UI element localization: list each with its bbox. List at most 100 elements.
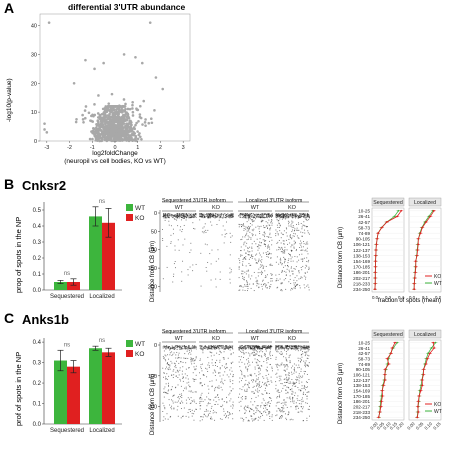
- strip-point: [263, 227, 265, 229]
- strip-point: [227, 214, 229, 216]
- strip-point: [297, 214, 299, 216]
- strip-point: [267, 236, 269, 238]
- strip-point: [172, 233, 174, 235]
- strip-point: [256, 215, 258, 217]
- strip-point: [242, 224, 244, 226]
- strip-point: [243, 229, 245, 231]
- strip-point: [285, 271, 287, 273]
- strip-point: [208, 217, 210, 219]
- strip-point: [177, 213, 179, 215]
- strip-ytick-label: 100: [148, 248, 157, 254]
- strip-point: [268, 287, 270, 289]
- strip-point: [276, 278, 278, 280]
- strip-point: [201, 216, 203, 218]
- volcano-point: [117, 129, 120, 132]
- strip-point: [179, 229, 181, 231]
- strip-point: [270, 222, 272, 224]
- strip-point: [303, 241, 305, 243]
- volcano-point: [95, 127, 99, 131]
- strip-point: [258, 259, 260, 261]
- strip-point: [242, 236, 244, 238]
- profile-xtick-label: 0.10: [423, 421, 433, 431]
- strip-point: [229, 232, 231, 234]
- strip-point: [297, 237, 299, 239]
- strip-point: [199, 215, 201, 217]
- volcano-point: [96, 112, 100, 115]
- strip-point: [255, 215, 257, 217]
- strip-point: [271, 219, 273, 221]
- strip-point: [270, 220, 272, 222]
- strip-point: [260, 221, 262, 223]
- strip-point: [194, 214, 196, 216]
- strip-point: [294, 242, 296, 244]
- volcano-point: [101, 119, 105, 122]
- strip-point: [241, 263, 243, 265]
- strip-point: [256, 238, 258, 240]
- strip-point: [245, 273, 247, 275]
- volcano-point: [128, 107, 132, 111]
- legend-wt-label: WT: [135, 205, 145, 212]
- strip-point: [264, 244, 266, 246]
- strip-point: [240, 239, 242, 241]
- strip-point: [238, 258, 240, 260]
- strip-point: [248, 213, 250, 215]
- strip-point: [203, 230, 205, 232]
- profile-xtick-label: 0.05: [415, 421, 425, 431]
- strip-point: [173, 273, 175, 275]
- strip-point: [284, 258, 286, 260]
- strip-point: [256, 282, 258, 284]
- strip-point: [269, 253, 271, 255]
- profile-bin-label: 138-153: [353, 383, 370, 388]
- strip-point: [245, 256, 247, 258]
- strip-point: [245, 228, 247, 230]
- volcano-point: [111, 108, 115, 112]
- strip-point: [265, 286, 267, 288]
- strip-point: [239, 216, 241, 218]
- strip-point: [245, 214, 247, 216]
- strip-point: [256, 246, 258, 248]
- strip-point: [176, 213, 178, 215]
- strip-point: [250, 287, 252, 289]
- strip-point: [222, 215, 224, 217]
- strip-point: [250, 254, 252, 256]
- strip-point: [229, 216, 231, 218]
- volcano-point: [131, 103, 134, 107]
- profile-legend-ko: KO: [434, 402, 441, 408]
- volcano-point: [99, 125, 102, 129]
- bar-ytick-label: 0.1: [33, 272, 42, 278]
- strip-point: [247, 250, 249, 252]
- strip-point: [181, 216, 183, 218]
- strip-point: [232, 213, 234, 215]
- strip-point: [260, 264, 262, 266]
- strip-point: [249, 264, 251, 266]
- volcano-point: [45, 131, 49, 134]
- strip-point: [174, 215, 176, 217]
- strip-point: [271, 224, 273, 226]
- strip-point: [168, 216, 170, 218]
- legend-wt-swatch: [126, 204, 133, 211]
- strip-point: [280, 214, 282, 216]
- volcano-xtick-label: 2: [159, 145, 162, 151]
- strip-point: [241, 270, 243, 272]
- strip-point: [242, 213, 244, 215]
- strip-point: [230, 217, 232, 219]
- volcano-point: [125, 119, 129, 122]
- strip-point: [180, 219, 182, 221]
- strip-point: [209, 215, 211, 217]
- strip-point: [205, 231, 207, 233]
- strip-point: [240, 213, 242, 215]
- volcano-point: [47, 21, 51, 24]
- volcano-xtick-label: -2: [67, 145, 72, 151]
- strip-point: [162, 238, 164, 240]
- volcano-point: [110, 106, 113, 110]
- strip-point: [275, 216, 277, 218]
- strip-point: [260, 283, 262, 285]
- strip-point: [200, 216, 202, 218]
- strip-point: [263, 225, 265, 227]
- strip-point: [244, 236, 246, 238]
- strip-point: [246, 282, 248, 284]
- strip-point: [213, 216, 215, 218]
- strip-point: [220, 214, 222, 216]
- volcano-point: [93, 134, 97, 138]
- volcano-point: [111, 111, 115, 115]
